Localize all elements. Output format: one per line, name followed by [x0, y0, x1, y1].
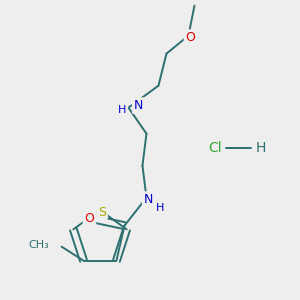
Text: N: N — [144, 193, 153, 206]
Text: CH₃: CH₃ — [29, 240, 50, 250]
Text: H: H — [118, 105, 127, 115]
Text: O: O — [85, 212, 94, 225]
Text: S: S — [98, 206, 106, 218]
Text: Cl: Cl — [208, 141, 222, 155]
Text: O: O — [185, 31, 195, 44]
Text: H: H — [256, 141, 266, 155]
Text: H: H — [156, 203, 165, 213]
Text: N: N — [134, 99, 143, 112]
